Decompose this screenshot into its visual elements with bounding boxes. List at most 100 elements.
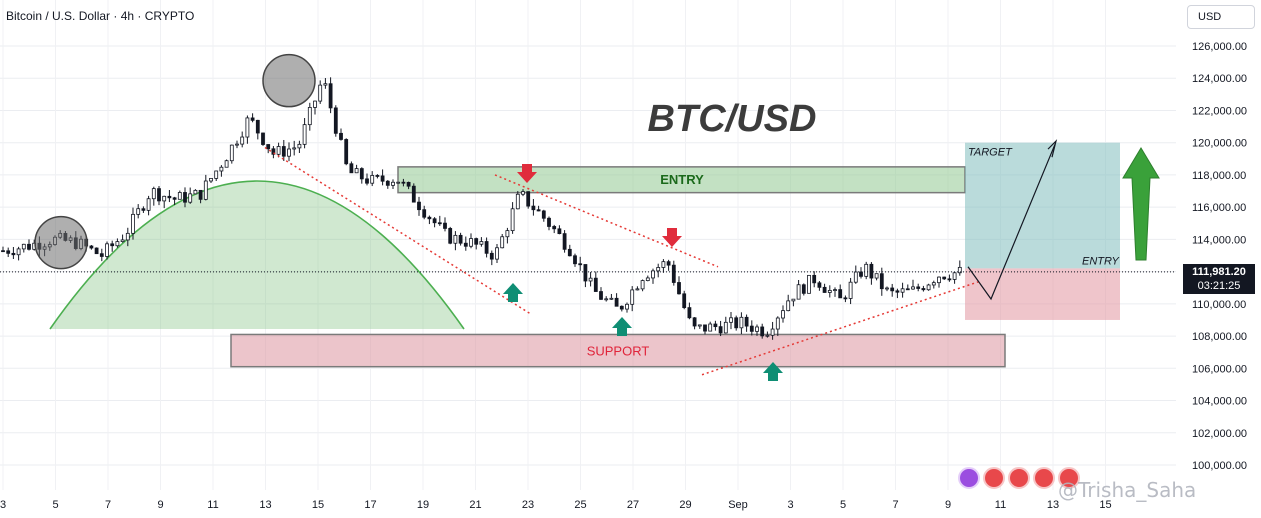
candle-down [375,175,380,177]
y-tick-label: 124,000.00 [1192,73,1247,85]
dome-fill [50,181,464,329]
y-tick-label: 122,000.00 [1192,105,1247,117]
candle-down [905,288,910,291]
candle-down [547,217,551,227]
y-tick-label: 108,000.00 [1192,331,1247,343]
candle-down [921,288,926,291]
candle-up [162,195,167,202]
candle-up [515,193,520,210]
candle-up [957,266,962,274]
current-price-tag: 111,981.20 03:21:25 [1183,264,1255,294]
candle-up [874,273,879,279]
candle-down [947,278,952,281]
y-tick-label: 106,000.00 [1192,363,1247,375]
candle-down [536,209,541,212]
candle-down [573,255,577,265]
x-tick-label: 23 [522,499,534,511]
stop-box [965,268,1120,320]
buy-arrow-icon [503,283,523,302]
symbol-header[interactable]: Bitcoin / U.S. Dollar · 4h · CRYPTO [6,9,195,23]
candle-down [99,253,104,257]
downtrend-line-1 [264,146,531,315]
candle-up [21,243,26,250]
candle-down [869,263,874,279]
x-tick-label: 19 [417,499,429,511]
candle-down [89,245,94,249]
candle-down [411,185,416,203]
candle-up [500,236,505,249]
candle-up [276,146,281,155]
y-tick-label: 100,000.00 [1192,460,1247,472]
candle-down [895,290,900,293]
candle-down [583,264,588,282]
candle-up [630,289,635,305]
x-tick-label: 3 [0,499,6,511]
candle-up [521,191,525,195]
candle-up [770,328,775,336]
candle-up [354,168,359,174]
candle-up [900,288,905,293]
candle-down [27,243,31,250]
x-tick-label: 7 [105,499,111,511]
candle-up [177,192,182,200]
x-tick-label: 21 [469,499,481,511]
watermark-text: @Trisha_Saha [1058,478,1197,502]
y-tick-label: 120,000.00 [1192,138,1247,150]
x-tick-label: 15 [1099,499,1111,511]
candle-up [188,193,193,203]
current-price-value: 111,981.20 [1192,266,1246,278]
candle-down [619,305,624,310]
watermark-icons [958,467,1080,489]
candle-up [391,181,395,186]
bar-countdown: 03:21:25 [1197,280,1241,292]
candle-up [214,170,219,179]
candle-up [604,298,609,301]
candle-down [916,286,921,289]
x-tick-label: 15 [312,499,324,511]
candle-up [16,248,21,256]
candle-up [313,100,317,108]
candle-down [255,119,260,134]
y-tick-label: 114,000.00 [1192,234,1246,246]
candle-down [271,148,276,155]
candle-down [349,163,354,174]
candle-down [749,325,754,332]
candle-up [651,270,655,279]
flag-icon [1058,467,1080,489]
sell-arrow-icon [517,164,537,183]
candle-down [713,323,718,328]
candle-down [692,317,697,327]
candle-down [157,188,161,202]
candle-up [952,272,957,280]
candle-down [734,317,739,329]
candle-up [661,261,666,268]
dome-arc [49,180,465,330]
candle-up [827,290,832,293]
x-tick-label: 29 [679,499,691,511]
candle-up [931,282,936,286]
candle-down [562,233,567,250]
candle-down [463,242,468,247]
candle-up [136,208,141,215]
candle-up [323,83,328,86]
candle-down [417,201,421,211]
candle-up [510,208,515,232]
candle-down [578,263,583,266]
currency-button[interactable]: USD [1187,5,1255,29]
x-tick-label: 11 [995,499,1006,511]
candle-down [11,252,16,256]
candle-up [755,326,759,332]
candle-up [786,300,791,312]
entry-zone [397,166,966,194]
candle-up [723,321,728,334]
bullish-arrow-icon [1122,147,1160,261]
target-label: TARGET [968,147,1013,159]
x-tick-label: Sep [728,499,748,511]
candle-up [396,181,401,184]
candle-down [557,228,562,235]
candle-down [671,264,676,283]
candle-up [885,287,889,290]
downtrend-line-2 [494,174,719,268]
y-tick-label: 110,000.00 [1192,299,1246,311]
